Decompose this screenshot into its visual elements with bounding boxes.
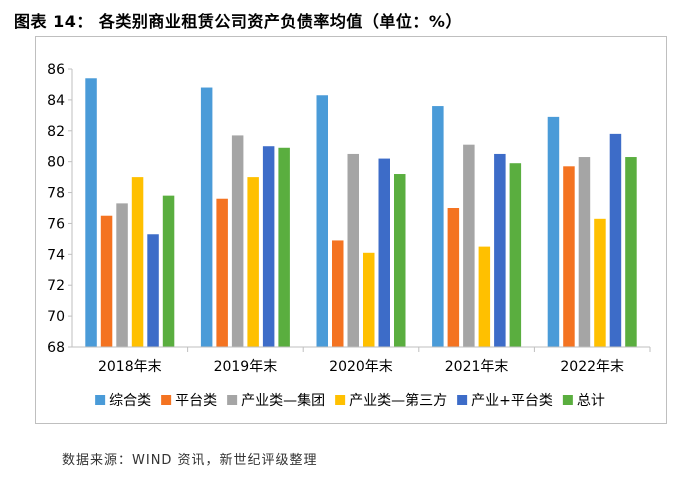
y-tick-label: 76 <box>47 216 65 232</box>
bar-0-0 <box>85 78 97 348</box>
bar-2-0 <box>316 95 328 347</box>
bar-2-2 <box>347 153 359 347</box>
legend-item: 总计 <box>562 393 605 409</box>
bar-4-2 <box>578 157 591 347</box>
bar-4-3 <box>594 218 606 347</box>
bar-3-0 <box>432 106 444 347</box>
legend-swatch <box>457 395 468 405</box>
y-tick-label: 72 <box>47 278 65 294</box>
bar-1-0 <box>200 87 213 348</box>
bar-4-1 <box>563 166 575 347</box>
chart-frame <box>35 36 667 424</box>
bar-3-3 <box>478 246 491 347</box>
bar-4-4 <box>609 133 622 347</box>
bar-2-5 <box>394 174 406 347</box>
legend-swatch <box>161 395 172 405</box>
bar-4-0 <box>547 116 560 347</box>
bar-1-5 <box>278 147 290 347</box>
bar-4-5 <box>625 157 637 347</box>
legend-swatch <box>227 395 238 405</box>
y-tick-label: 86 <box>47 62 65 78</box>
legend-label: 总计 <box>577 393 605 409</box>
bar-1-1 <box>216 198 228 347</box>
bar-1-4 <box>262 146 275 347</box>
x-tick-label: 2021年末 <box>445 359 509 375</box>
legend-swatch <box>562 395 573 405</box>
y-tick-label: 68 <box>47 340 65 356</box>
bar-group <box>85 78 637 348</box>
bar-0-3 <box>131 177 144 347</box>
bar-2-1 <box>332 240 344 347</box>
y-tick-label: 84 <box>47 93 65 109</box>
legend: 综合类 平台类 产业类—集团 产业类—第三方 产业+平台类 总计 <box>95 392 605 409</box>
legend-item: 平台类 <box>161 393 217 409</box>
legend-swatch <box>335 395 346 405</box>
bar-0-5 <box>162 195 175 347</box>
x-tick-label: 2018年末 <box>98 359 162 375</box>
bar-1-3 <box>247 177 259 347</box>
bar-0-1 <box>100 215 113 347</box>
legend-item: 产业类—集团 <box>227 392 325 409</box>
y-tick-label: 82 <box>47 124 65 140</box>
legend-label: 综合类 <box>109 393 151 409</box>
legend-item: 产业类—第三方 <box>335 392 447 409</box>
bar-3-2 <box>463 144 475 347</box>
y-tick-label: 74 <box>47 247 65 263</box>
bar-2-3 <box>363 252 375 347</box>
legend-swatch <box>95 395 106 405</box>
legend-label: 产业类—集团 <box>241 392 325 409</box>
bar-3-1 <box>447 208 460 347</box>
x-tick-label: 2022年末 <box>560 359 624 375</box>
y-tick-label: 70 <box>47 309 65 325</box>
x-tick-label: 2020年末 <box>329 359 393 375</box>
y-tick-label: 78 <box>47 186 65 202</box>
bar-1-2 <box>231 135 244 347</box>
x-axis: 2018年末 2019年末 2020年末 2021年末 2022年末 <box>72 346 651 375</box>
bar-0-2 <box>116 203 128 347</box>
bar-3-5 <box>509 163 522 347</box>
bar-3-4 <box>494 153 506 347</box>
bar-2-4 <box>378 158 390 347</box>
legend-label: 平台类 <box>175 393 217 409</box>
legend-label: 产业类—第三方 <box>349 392 447 409</box>
y-axis: 68 70 72 74 76 78 80 82 84 86 <box>47 62 73 356</box>
source-note: 数据来源：WIND 资讯，新世纪评级整理 <box>62 453 318 468</box>
legend-item: 综合类 <box>95 393 151 409</box>
x-tick-label: 2019年末 <box>214 359 278 375</box>
legend-label: 产业+平台类 <box>471 393 553 409</box>
y-tick-label: 80 <box>47 155 65 171</box>
figure-title: 图表 14： 各类别商业租赁公司资产负债率均值（单位：%） <box>14 12 462 31</box>
bar-0-4 <box>147 234 159 347</box>
legend-item: 产业+平台类 <box>457 393 553 409</box>
